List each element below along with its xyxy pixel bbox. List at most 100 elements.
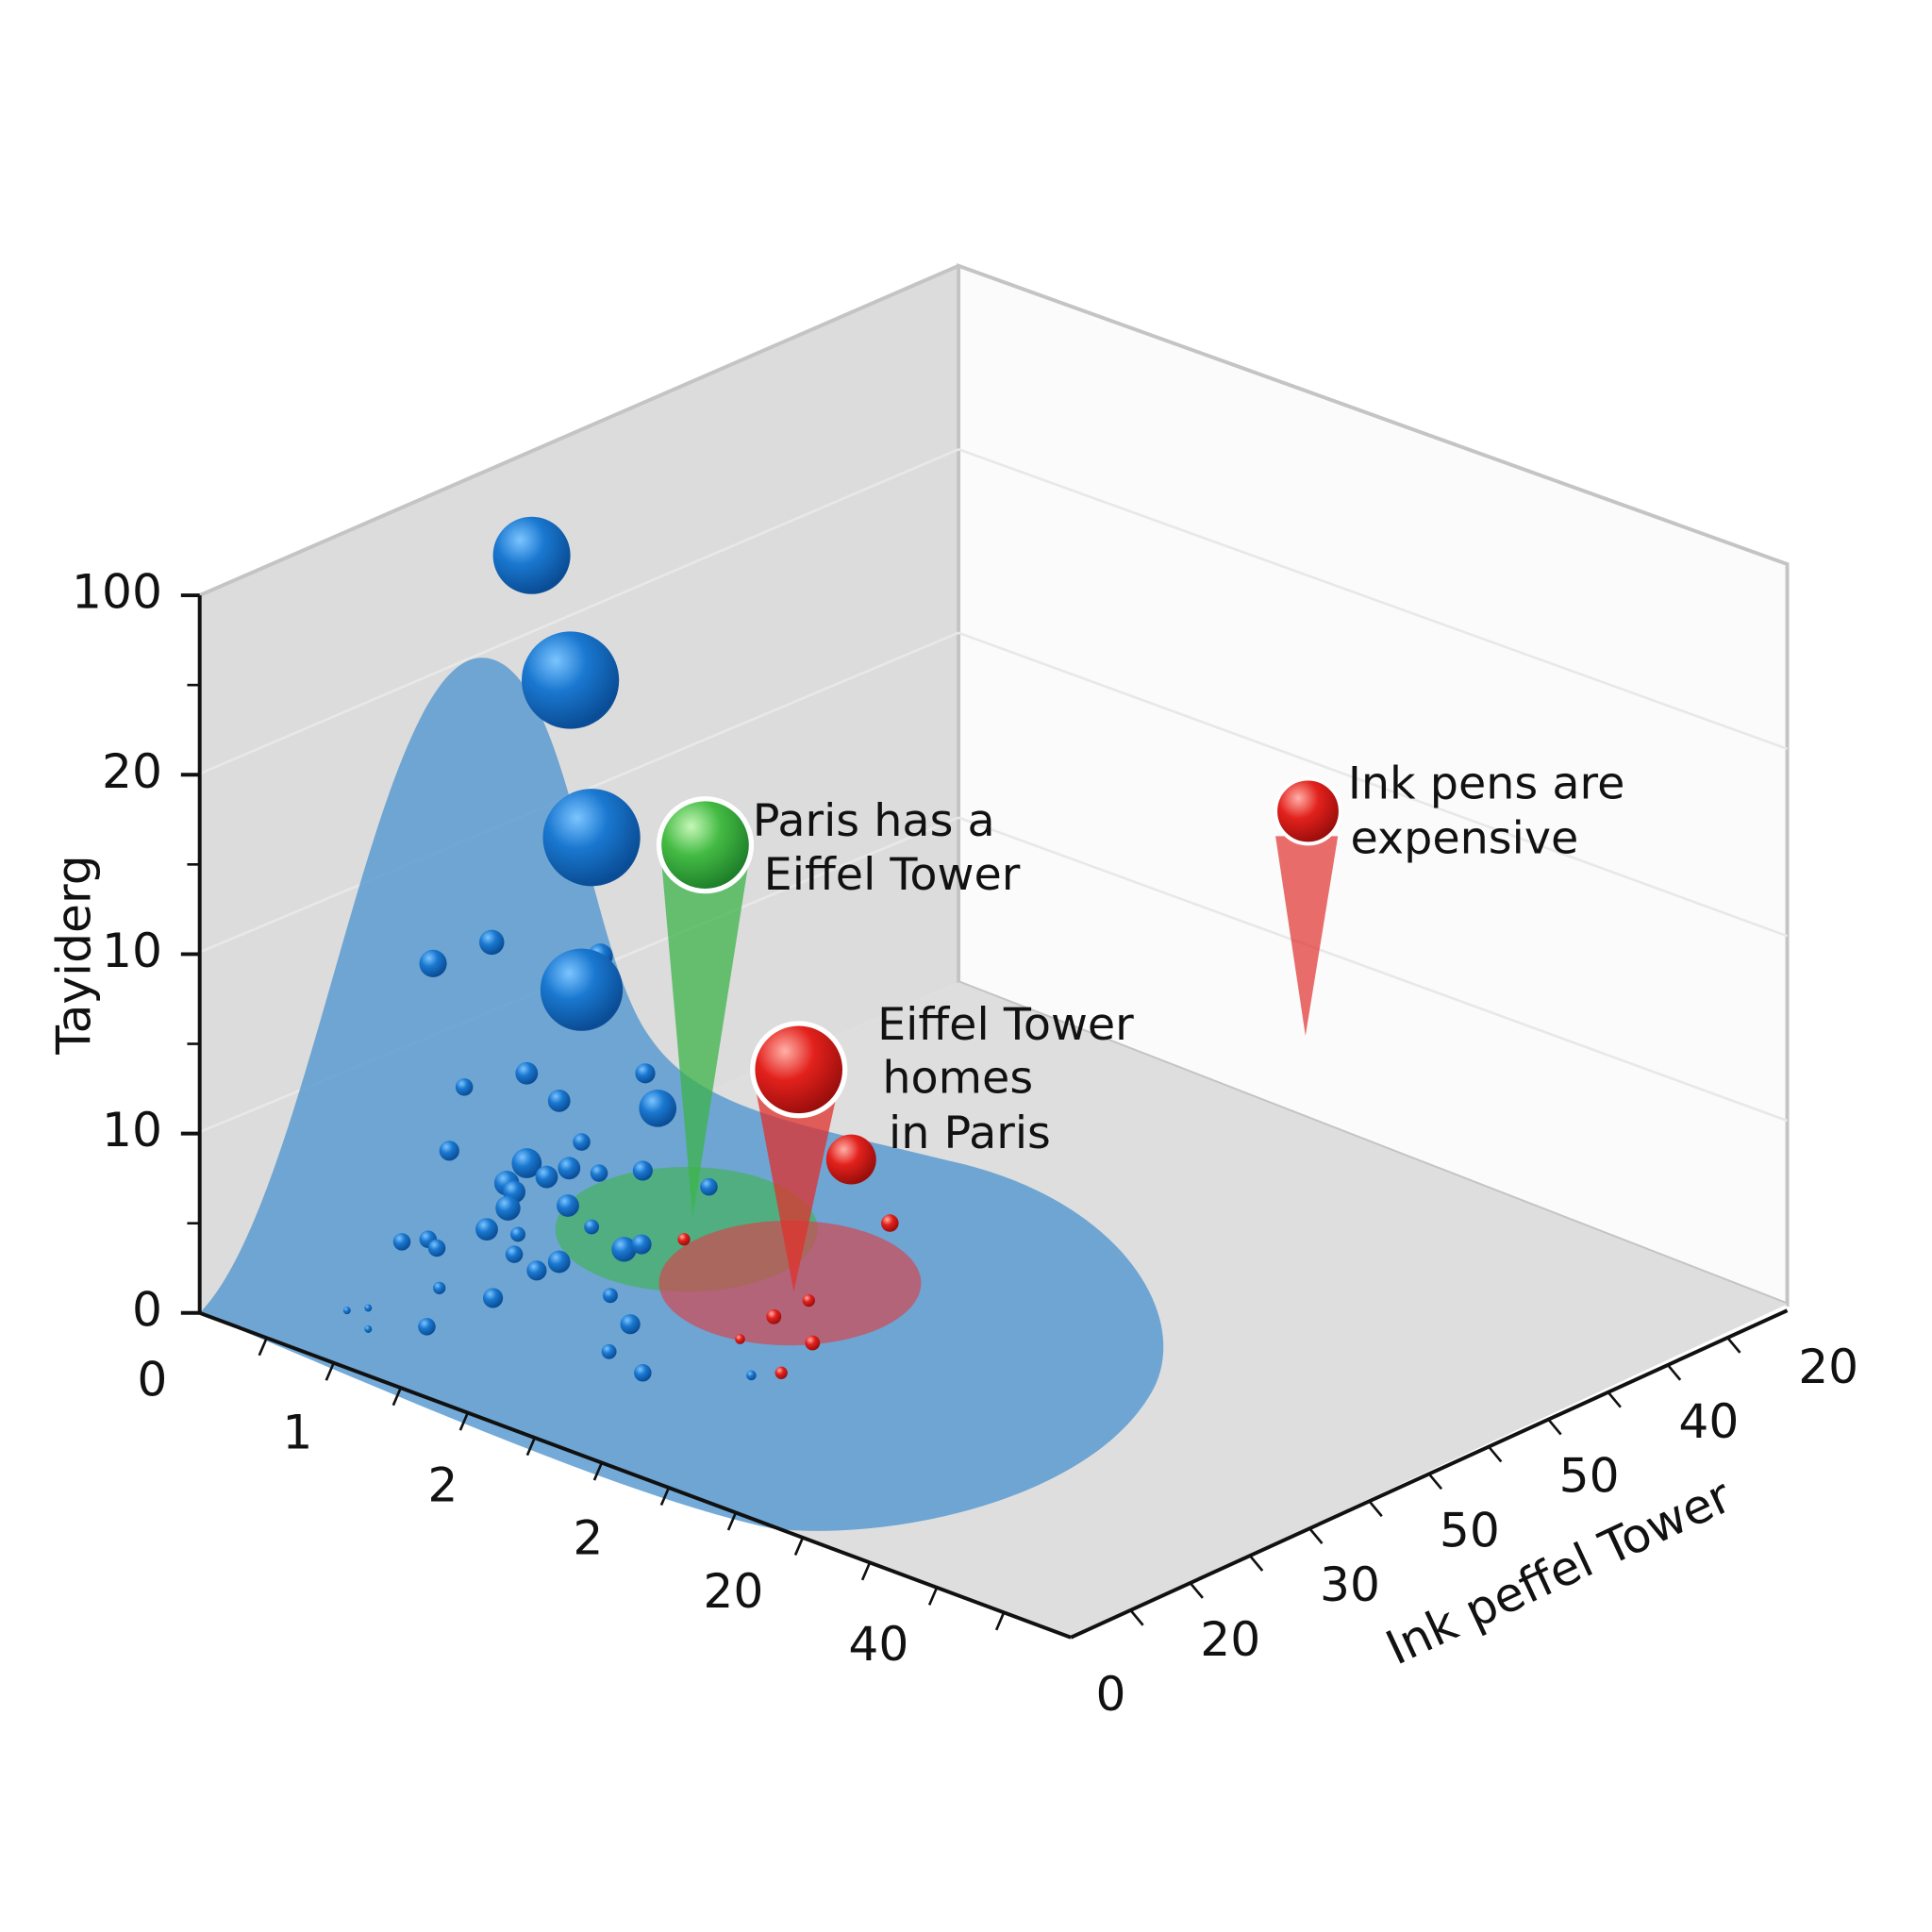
point [700, 1177, 718, 1196]
point [547, 1089, 571, 1112]
x-tick-label: 0 [137, 1351, 167, 1407]
y-tick-label: 20 [102, 743, 162, 799]
annotation: Eiffel Tower [877, 999, 1134, 1051]
depth-tick [1488, 1445, 1503, 1463]
green-marker [656, 796, 755, 894]
annotations: Paris has a Eiffel Tower Ink pens are ex… [753, 758, 1625, 1158]
point [631, 1234, 652, 1255]
point [427, 1239, 446, 1257]
point [505, 1245, 524, 1263]
annotation: expensive [1350, 813, 1578, 865]
red-point [825, 1134, 876, 1185]
annotation: Ink pens are [1348, 758, 1625, 809]
red-stem [1275, 836, 1339, 1037]
point [479, 929, 505, 956]
density-surface [199, 658, 1164, 1531]
x-tick-label: 1 [282, 1404, 312, 1459]
depth-tick-label: 40 [1678, 1393, 1739, 1449]
depth-tick-label: 30 [1320, 1557, 1380, 1612]
point [635, 1063, 656, 1084]
point [603, 1288, 618, 1304]
x-tick-label: 20 [703, 1563, 763, 1619]
red-marker [1274, 776, 1342, 846]
depth-tick [1308, 1527, 1324, 1544]
point [455, 1078, 474, 1096]
point [535, 1165, 558, 1189]
point [677, 1233, 691, 1246]
annotation: Paris has a [753, 795, 995, 847]
point [632, 1160, 653, 1181]
point [590, 1164, 608, 1182]
markers [492, 516, 1342, 1292]
blue-points [342, 929, 899, 1382]
depth-tick [1607, 1391, 1622, 1408]
point [364, 1304, 373, 1312]
point [601, 1343, 617, 1359]
depth-tick-label: 0 [1095, 1666, 1125, 1722]
point [584, 1219, 600, 1235]
x-tick-label: 2 [427, 1457, 458, 1513]
point [526, 1260, 547, 1281]
y-axis-title: Tayiderg [46, 855, 102, 1055]
depth-tick-label: 20 [1200, 1611, 1260, 1667]
bubble [542, 789, 641, 887]
depth-tick [1547, 1418, 1562, 1436]
red-marker [750, 1021, 848, 1119]
annotation: Eiffel Tower [764, 849, 1021, 901]
point [433, 1281, 446, 1294]
point [802, 1293, 815, 1307]
depth-tick [1129, 1609, 1144, 1626]
depth-tick [1189, 1582, 1204, 1599]
point [510, 1226, 525, 1242]
point [766, 1308, 782, 1324]
point [774, 1366, 788, 1379]
depth-tick-label: 50 [1559, 1448, 1620, 1504]
green-stem [661, 860, 749, 1217]
x-tick [726, 1511, 738, 1531]
point [392, 1233, 411, 1251]
point [475, 1218, 498, 1241]
bubble [540, 948, 624, 1031]
point [439, 1141, 459, 1161]
x-tick [325, 1362, 335, 1381]
point [495, 1195, 521, 1221]
point [557, 1194, 579, 1217]
point [483, 1288, 504, 1308]
x-tick [458, 1412, 470, 1431]
wall-edge [198, 263, 959, 597]
x-tick-label: 40 [848, 1616, 908, 1672]
y-tick-label: 100 [72, 564, 162, 620]
bubble [522, 631, 620, 729]
point [558, 1157, 581, 1180]
point [620, 1314, 641, 1335]
point [746, 1370, 757, 1381]
point [634, 1364, 652, 1382]
x-tick [659, 1487, 671, 1507]
point [342, 1307, 351, 1315]
red-shadow [658, 1220, 922, 1346]
x-tick [592, 1462, 604, 1481]
x-tick [994, 1611, 1006, 1631]
x-tick-label: 2 [573, 1510, 603, 1566]
y-tick-label: 10 [102, 1102, 162, 1158]
x-tick [258, 1337, 268, 1357]
point [511, 1148, 542, 1178]
depth-tick-label: 20 [1798, 1339, 1858, 1394]
point [573, 1133, 591, 1151]
point [881, 1214, 899, 1232]
depth-tick [1248, 1555, 1264, 1572]
bubble [492, 516, 571, 594]
point [418, 1318, 436, 1336]
y-tick-label: 0 [132, 1281, 162, 1337]
x-tick [860, 1561, 872, 1581]
point [735, 1334, 745, 1344]
depth-tick [1726, 1337, 1741, 1354]
y-tick-label: 10 [102, 923, 162, 978]
point [515, 1061, 539, 1085]
point [611, 1237, 637, 1262]
annotation: in Paris [889, 1108, 1051, 1159]
annotation: homes [882, 1053, 1033, 1105]
point [364, 1325, 373, 1333]
